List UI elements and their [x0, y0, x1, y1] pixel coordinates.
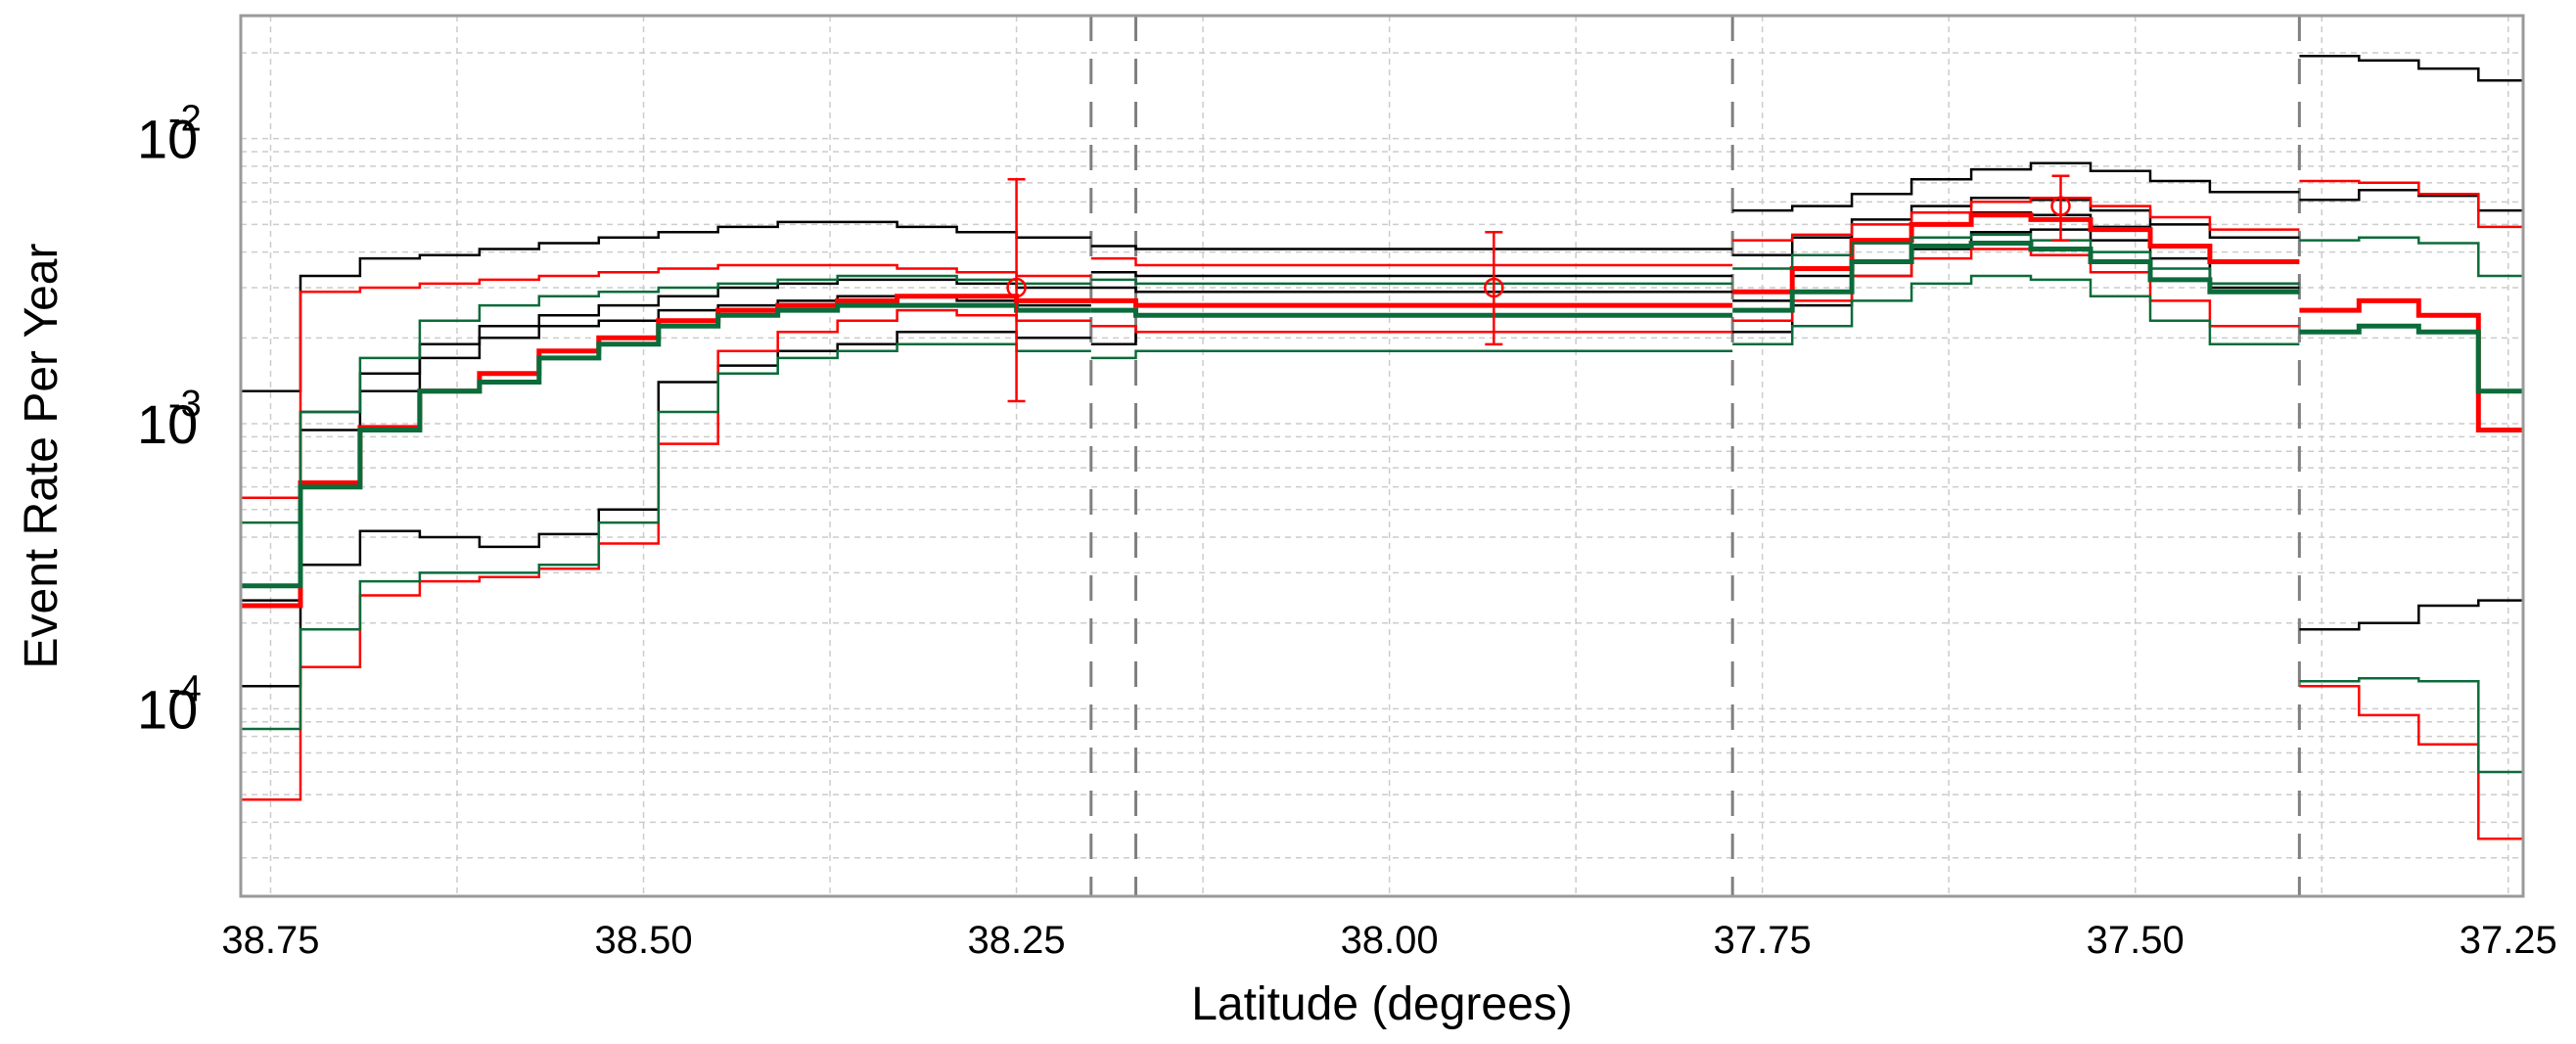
grid-lines	[241, 16, 2523, 896]
series-line-8	[1732, 233, 2300, 286]
region-boundary-lines	[1089, 16, 2301, 896]
y-tick-label-base: 10	[137, 109, 198, 170]
series-line-4	[1732, 228, 2300, 334]
y-tick-label-exponent: -4	[168, 668, 202, 709]
series-line-6	[1732, 248, 2300, 328]
series-line-2	[241, 278, 1091, 499]
series-line-5	[1732, 196, 2300, 242]
x-tick-labels: 38.75 38.50 38.25 38.00 37.75 37.50 37.25	[221, 919, 2556, 962]
y-tick-label-base: 10	[137, 678, 198, 740]
x-tick-label: 37.25	[2460, 919, 2557, 962]
series-line-1	[241, 220, 1091, 393]
series-line-10	[241, 302, 1091, 589]
series-line-10	[2299, 323, 2523, 394]
y-axis-label: Event Rate Per Year	[16, 244, 68, 669]
series-line-7	[1090, 297, 1733, 308]
x-tick-label: 38.50	[594, 919, 692, 962]
step-series	[241, 54, 2523, 840]
series-line-2	[1090, 270, 1733, 278]
series-line-3	[1090, 286, 1733, 294]
series-line-9	[2299, 676, 2523, 774]
series-line-10	[1090, 307, 1733, 318]
series-line-1	[2299, 54, 2523, 82]
series-line-6	[2299, 685, 2523, 840]
series-line-4	[2299, 599, 2523, 631]
series-line-5	[2299, 179, 2523, 229]
series-line-10	[1732, 241, 2300, 313]
x-tick-label: 38.75	[221, 919, 319, 962]
data-point-marker	[1484, 277, 1504, 298]
data-points	[1006, 174, 2071, 403]
series-line-7	[1732, 212, 2300, 295]
data-point-marker	[1006, 277, 1027, 298]
y-tick-labels: 10-210-310-4	[137, 99, 202, 741]
data-point-marker	[2050, 196, 2071, 216]
x-tick-label: 37.50	[2087, 919, 2185, 962]
series-line-8	[2299, 236, 2523, 278]
series-line-6	[1090, 325, 1733, 334]
series-line-5	[1090, 256, 1733, 267]
y-tick-label-base: 10	[137, 393, 198, 455]
x-tick-label: 38.25	[968, 919, 1066, 962]
series-line-9	[1090, 349, 1733, 360]
y-tick-label-exponent: -3	[168, 384, 202, 425]
x-tick-label: 38.00	[1341, 919, 1439, 962]
x-tick-label: 37.75	[1714, 919, 1812, 962]
series-line-1	[1090, 245, 1733, 250]
series-line-8	[1090, 278, 1733, 286]
series-line-9	[241, 342, 1091, 731]
series-line-5	[241, 263, 1091, 499]
series-line-7	[2299, 297, 2523, 432]
plot-frame	[239, 14, 2525, 898]
x-axis-label: Latitude (degrees)	[1191, 978, 1573, 1030]
series-line-9	[1732, 274, 2300, 346]
series-line-1	[1732, 161, 2300, 212]
y-tick-label-exponent: -2	[168, 99, 202, 140]
series-line-8	[241, 274, 1091, 524]
series-line-2	[1732, 196, 2300, 257]
